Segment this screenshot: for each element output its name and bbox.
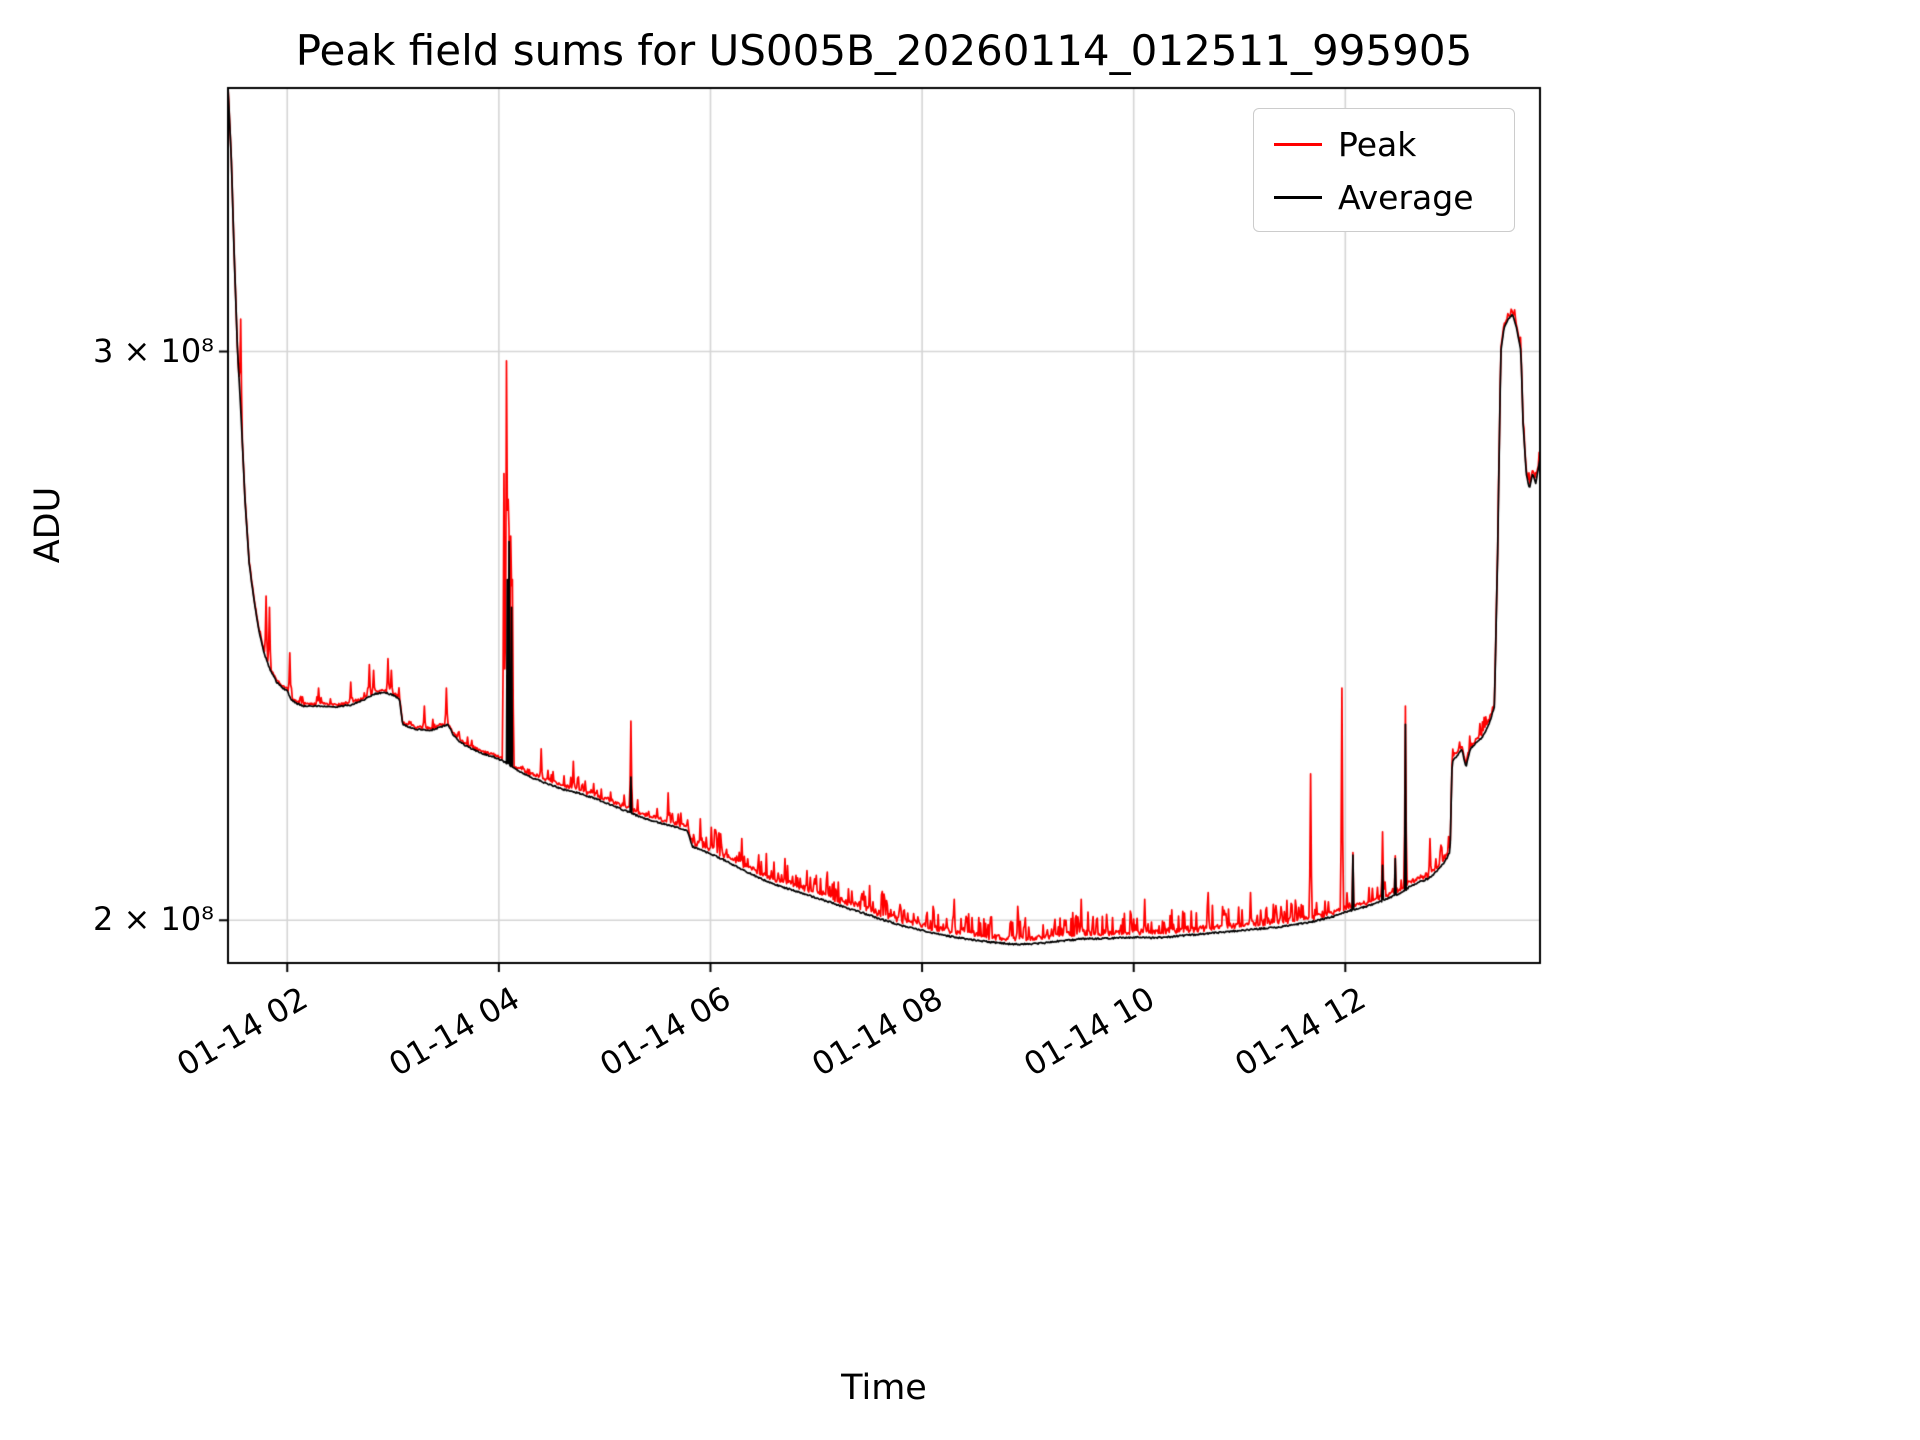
average-line-sample — [1274, 196, 1322, 199]
legend-item-average: Average — [1254, 178, 1514, 217]
y-axis-label: ADU — [28, 486, 68, 564]
legend-label-peak: Peak — [1338, 125, 1417, 164]
y-tick-label-3e8: 3 × 10⁸ — [92, 331, 214, 370]
x-axis-label: Time — [841, 1368, 927, 1408]
legend-label-average: Average — [1338, 178, 1474, 217]
chart-title: Peak field sums for US005B_20260114_0125… — [295, 26, 1473, 75]
legend-item-peak: Peak — [1254, 125, 1514, 164]
peak-line-sample — [1274, 143, 1322, 146]
y-tick-label-2e8: 2 × 10⁸ — [92, 900, 214, 939]
legend: Peak Average — [1253, 108, 1515, 232]
